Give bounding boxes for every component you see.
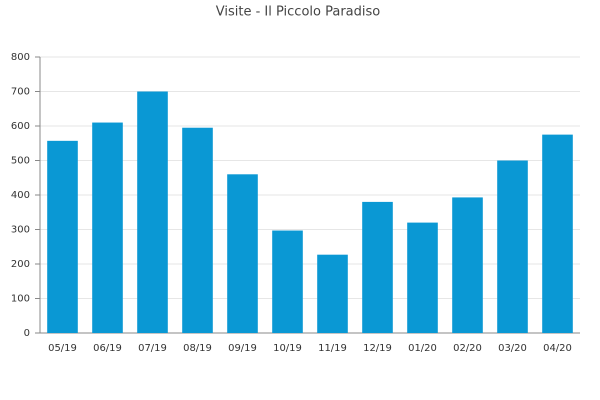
y-tick-label: 200 <box>11 259 30 270</box>
bar <box>497 160 528 333</box>
x-tick-label: 03/20 <box>498 343 527 354</box>
bar <box>452 197 483 333</box>
x-tick-label: 02/20 <box>453 343 482 354</box>
x-tick-label: 09/19 <box>228 343 257 354</box>
y-tick-label: 500 <box>11 156 30 167</box>
x-tick-label: 11/19 <box>318 343 347 354</box>
x-tick-label: 04/20 <box>543 343 572 354</box>
x-tick-label: 10/19 <box>273 343 302 354</box>
bar <box>317 254 348 333</box>
bar <box>92 122 123 333</box>
bar <box>227 174 258 333</box>
bar <box>362 201 393 333</box>
x-tick-label: 01/20 <box>408 343 437 354</box>
y-tick-label: 800 <box>11 52 30 63</box>
y-tick-label: 0 <box>24 328 30 339</box>
y-tick-label: 700 <box>11 87 30 98</box>
y-tick-label: 600 <box>11 121 30 132</box>
x-tick-label: 12/19 <box>363 343 392 354</box>
bar <box>137 91 168 333</box>
x-tick-label: 08/19 <box>183 343 212 354</box>
chart-title: Visite - Il Piccolo Paradiso <box>216 5 381 20</box>
y-tick-label: 100 <box>11 294 30 305</box>
bar <box>542 134 573 333</box>
y-tick-label: 300 <box>11 225 30 236</box>
x-tick-label: 05/19 <box>48 343 77 354</box>
bar <box>47 140 78 333</box>
y-tick-label: 400 <box>11 190 30 201</box>
bar <box>407 222 438 333</box>
bar <box>182 127 213 333</box>
bar <box>272 230 303 333</box>
x-tick-label: 07/19 <box>138 343 167 354</box>
x-tick-label: 06/19 <box>93 343 122 354</box>
